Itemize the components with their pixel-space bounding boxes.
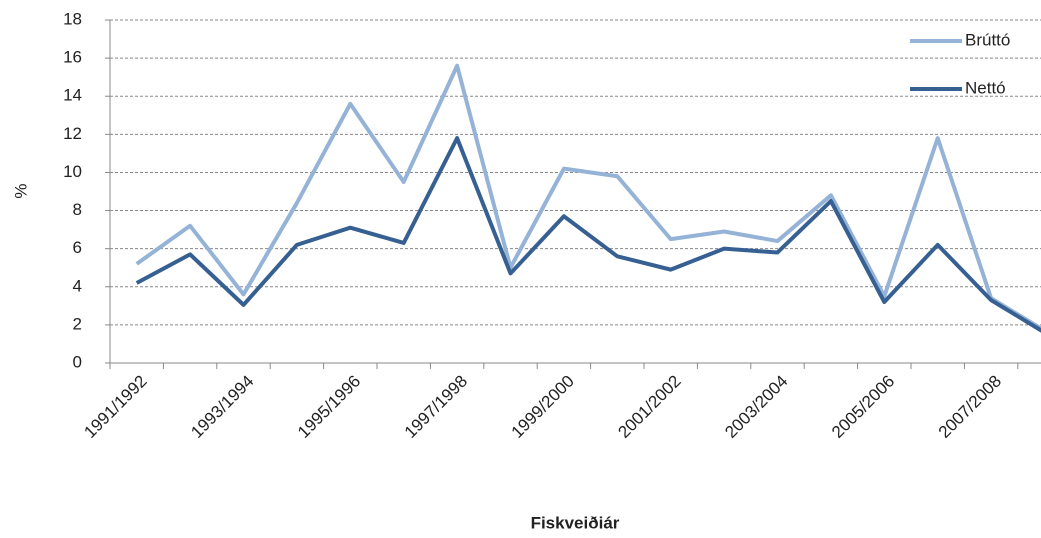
series-line bbox=[135, 63, 1041, 331]
y-tick-label: 0 bbox=[73, 352, 82, 371]
x-tick-label: 1991/1992 bbox=[80, 372, 150, 442]
y-axis-title: % bbox=[11, 183, 30, 198]
x-tick-label: 2003/2004 bbox=[721, 372, 791, 442]
y-tick-label: 6 bbox=[73, 238, 82, 257]
x-tick-label: 2005/2006 bbox=[828, 372, 898, 442]
x-tick-label: 2001/2002 bbox=[614, 372, 684, 442]
x-tick-label: 1995/1996 bbox=[294, 372, 364, 442]
y-tick-label: 4 bbox=[73, 276, 82, 295]
y-tick-label: 10 bbox=[63, 162, 82, 181]
y-tick-label: 12 bbox=[63, 124, 82, 143]
x-axis-title: Fiskveiðiár bbox=[531, 513, 620, 532]
y-tick-label: 18 bbox=[63, 9, 82, 28]
y-tick-label: 16 bbox=[63, 48, 82, 67]
x-tick-label: 1999/2000 bbox=[508, 372, 578, 442]
y-tick-label: 8 bbox=[73, 200, 82, 219]
y-tick-label: 2 bbox=[73, 314, 82, 333]
series-line bbox=[135, 136, 1041, 333]
y-tick-label: 14 bbox=[63, 86, 82, 105]
legend-label: Nettó bbox=[965, 78, 1006, 97]
legend-label: Brúttó bbox=[965, 30, 1010, 49]
x-tick-label: 2007/2008 bbox=[935, 372, 1005, 442]
x-tick-label: 1997/1998 bbox=[401, 372, 471, 442]
x-tick-label: 1993/1994 bbox=[187, 372, 257, 442]
